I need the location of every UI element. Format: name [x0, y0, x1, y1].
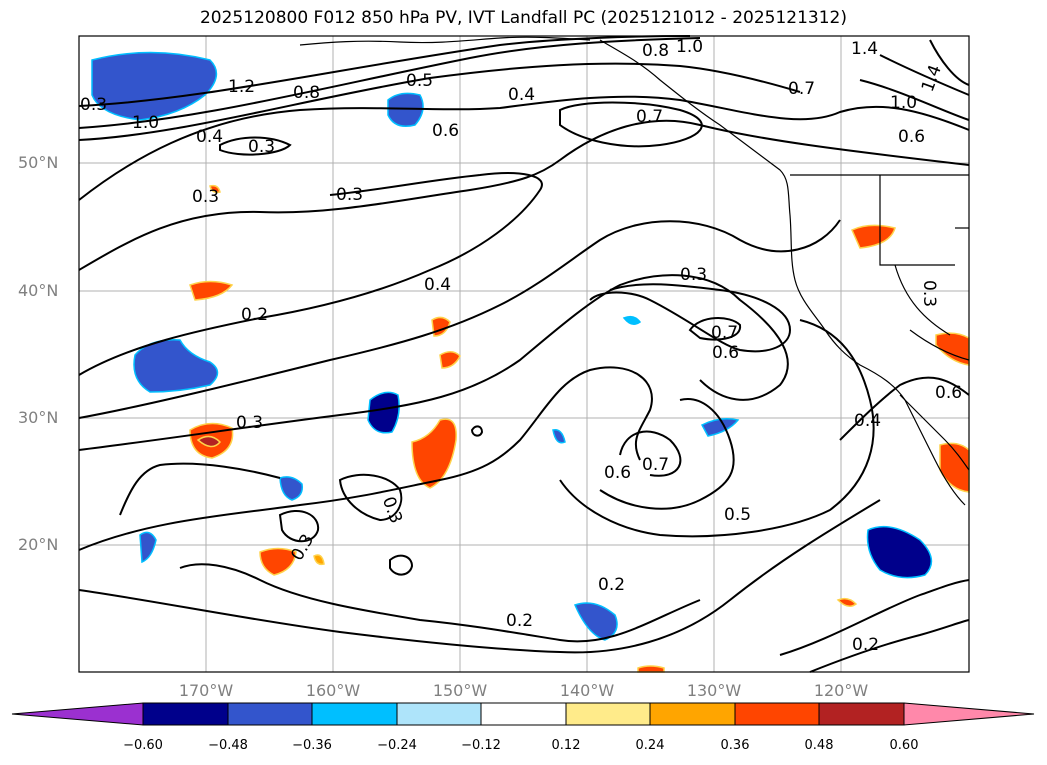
- colorbar-tick-label: 0.12: [551, 738, 581, 753]
- contour-label: 1.0: [890, 93, 917, 113]
- colorbar-min-extend: [11, 702, 144, 726]
- lat-label: 40°N: [18, 281, 59, 300]
- colorbar-tick-label: 0.36: [720, 738, 750, 753]
- contour-label: 0.3: [919, 280, 939, 307]
- contour-label: 0.3: [336, 185, 363, 205]
- contour-label: 0.8: [293, 83, 320, 103]
- contour-label: 0.6: [935, 383, 962, 403]
- colorbar-bin: [565, 702, 651, 726]
- contour-label: 0.3: [248, 137, 275, 157]
- colorbar-bin: [649, 702, 736, 726]
- contour-label: 1.2: [228, 77, 255, 97]
- lon-label: 150°W: [432, 681, 488, 700]
- lat-label: 30°N: [18, 408, 59, 427]
- colorbar-tick-label: −0.60: [123, 738, 163, 753]
- colorbar-bin: [818, 702, 905, 726]
- contour-label: 0.7: [711, 323, 738, 343]
- colorbar-bin: [227, 702, 313, 726]
- contour-label: 0.2: [506, 611, 533, 631]
- contour-label: 0.7: [642, 455, 669, 475]
- contour-label: 0.6: [432, 121, 459, 141]
- colorbar-bin: [734, 702, 820, 726]
- colorbar-bin: [480, 702, 567, 726]
- map-title: 2025120800 F012 850 hPa PV, IVT Landfall…: [199, 8, 847, 28]
- contour-label: 0.8: [642, 41, 669, 61]
- lon-label: 130°W: [686, 681, 742, 700]
- map-frame: [78, 35, 970, 673]
- colorbar: [11, 702, 1035, 726]
- colorbar-tick-label: −0.24: [377, 738, 417, 753]
- contour-label-group: 1.0 1.2 0.8 0.4 0.5 0.3 0.6 0.4 0.8 1.0 …: [80, 37, 962, 655]
- contour-label: 0.6: [898, 127, 925, 147]
- colorbar-tick-label: 0.60: [889, 738, 919, 753]
- contour-label: 0.3: [680, 265, 707, 285]
- pv-contours: [78, 35, 970, 673]
- colorbar-tick-label: −0.48: [208, 738, 248, 753]
- contour-label: 1.0: [132, 113, 159, 133]
- colorbar-tick-label: −0.36: [292, 738, 332, 753]
- contour-label: 0.2: [598, 575, 625, 595]
- contour-label: 0.3: [80, 95, 107, 115]
- colorbar-bin: [396, 702, 482, 726]
- contour-label: 0.7: [636, 107, 663, 127]
- lon-label: 160°W: [305, 681, 361, 700]
- lon-label: 170°W: [178, 681, 234, 700]
- contour-label: 0.7: [788, 79, 815, 99]
- contour-label: 0.5: [724, 505, 751, 525]
- colorbar-tick-label: 0.48: [804, 738, 834, 753]
- contour-label: 0.6: [604, 463, 631, 483]
- contour-label: 1.4: [851, 39, 878, 59]
- colorbar-bin: [311, 702, 398, 726]
- negative-pv-regions: [91, 51, 933, 641]
- contour-label: 0.4: [854, 411, 881, 431]
- colorbar-max-extend: [903, 702, 1035, 726]
- colorbar-tick-label: −0.12: [461, 738, 501, 753]
- contour-label: 0.3: [192, 187, 219, 207]
- contour-label: 0.2: [241, 305, 268, 325]
- positive-pv-regions: [189, 184, 970, 673]
- gridlines: [79, 36, 969, 672]
- lon-label: 120°W: [813, 681, 869, 700]
- contour-label: 0.4: [508, 85, 535, 105]
- contour-label: 0.3: [236, 413, 263, 433]
- contour-label: 1.0: [676, 37, 703, 57]
- lat-label: 20°N: [18, 535, 59, 554]
- coastlines: [299, 36, 970, 506]
- colorbar-bin: [142, 702, 229, 726]
- contour-label: 0.4: [424, 275, 451, 295]
- lon-label: 140°W: [559, 681, 615, 700]
- contour-label: 0.6: [712, 343, 739, 363]
- contour-label: 0.5: [406, 71, 433, 91]
- contour-label: 0.2: [852, 635, 879, 655]
- colorbar-tick-label: 0.24: [635, 738, 665, 753]
- lat-label: 50°N: [18, 153, 59, 172]
- contour-label: 0.4: [196, 127, 223, 147]
